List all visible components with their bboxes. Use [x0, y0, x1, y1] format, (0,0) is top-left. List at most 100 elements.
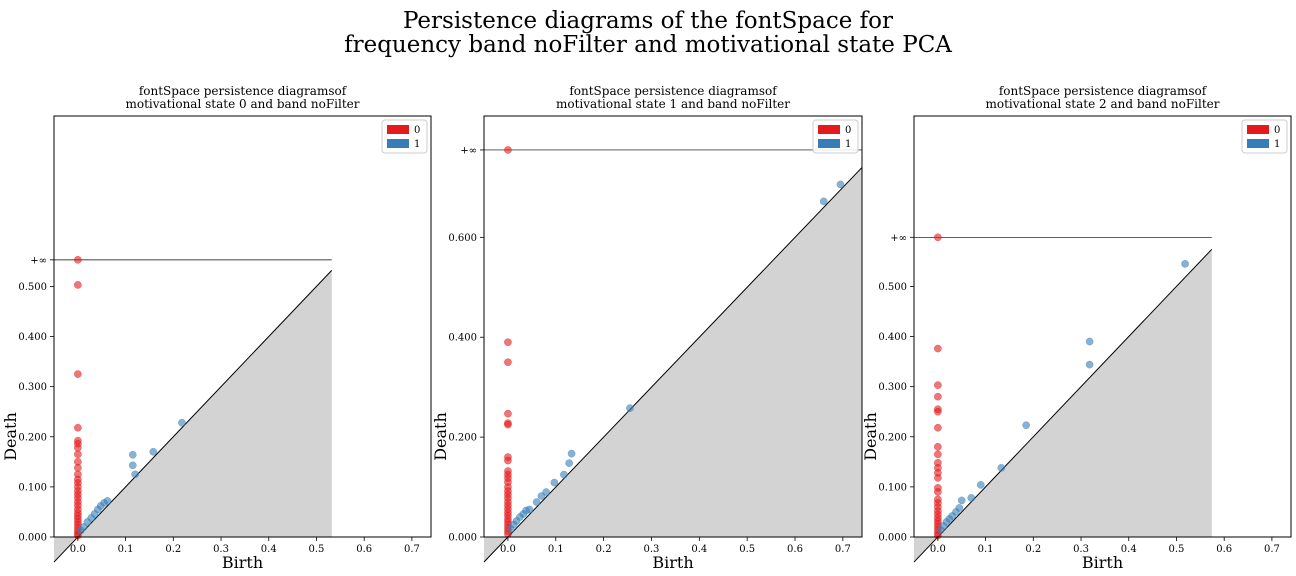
legend: 01	[381, 119, 428, 154]
point-dim1	[1085, 337, 1094, 346]
legend: 01	[812, 119, 859, 154]
infinity-tick-label: +∞	[890, 233, 907, 244]
x-axis-label: Birth	[1082, 553, 1123, 572]
y-tick-label: 0.100	[18, 482, 47, 493]
panel-title-line-2: motivational state 2 and band noFilter	[986, 97, 1220, 111]
y-tick-label: 0.400	[448, 333, 477, 344]
point-dim0	[934, 488, 942, 496]
point-dim0	[74, 370, 82, 378]
y-tick-label: 0.000	[18, 533, 47, 544]
point-dim0	[934, 344, 942, 353]
point-dim0	[74, 255, 82, 264]
point-dim1	[537, 492, 546, 500]
panel-title-line-1: fontSpace persistence diagramsof	[569, 84, 778, 98]
point-dim0	[504, 456, 512, 465]
panel-1: fontSpace persistence diagramsofmotivati…	[431, 84, 863, 572]
point-dim1	[560, 470, 568, 479]
point-dim0	[74, 450, 82, 459]
point-dim0	[504, 409, 512, 418]
diagonal-line	[483, 167, 863, 563]
panels: fontSpace persistence diagramsofmotivati…	[1, 84, 1292, 572]
panel-title-line-1: fontSpace persistence diagramsof	[999, 84, 1208, 98]
point-dim1	[1022, 421, 1030, 430]
x-tick-label: 0.3	[644, 544, 660, 555]
point-dim1	[1085, 360, 1094, 369]
point-dim1	[149, 447, 158, 456]
point-dim1	[565, 459, 574, 467]
figure-title-line-2: frequency band noFilter and motivational…	[344, 32, 952, 58]
point-dim1	[567, 449, 576, 458]
point-dim1	[550, 478, 559, 487]
y-tick-label: 0.400	[878, 332, 907, 343]
y-tick-label: 0.200	[18, 432, 47, 443]
y-tick-label: 0.000	[878, 533, 907, 544]
x-tick-label: 0.1	[118, 544, 134, 555]
point-dim0	[74, 423, 82, 432]
x-tick-label: 0.0	[70, 544, 86, 555]
y-tick-label: 0.200	[448, 433, 477, 444]
y-tick-label: 0.300	[18, 382, 47, 393]
x-tick-label: 0.7	[1264, 544, 1280, 555]
panel-title-line-2: motivational state 1 and band noFilter	[556, 97, 790, 111]
legend-swatch-1	[1247, 139, 1269, 148]
y-axis-label: Death	[1, 412, 20, 461]
y-tick-label: 0.600	[448, 233, 477, 244]
x-tick-label: 0.3	[1073, 544, 1089, 555]
point-dim1	[506, 525, 515, 533]
point-dim0	[934, 423, 942, 432]
x-tick-label: 0.1	[548, 544, 564, 555]
point-dim1	[836, 180, 845, 189]
point-dim0	[504, 358, 512, 367]
legend-swatch-0	[387, 125, 409, 134]
point-dim1	[76, 526, 85, 535]
legend-label-0: 0	[845, 125, 851, 136]
legend-swatch-0	[1247, 125, 1269, 134]
point-dim0	[74, 443, 82, 452]
point-dim1	[626, 404, 634, 413]
axes-frame	[483, 115, 863, 538]
legend-label-1: 1	[414, 139, 420, 150]
y-tick-label: 0.200	[878, 432, 907, 443]
legend-label-1: 1	[1274, 139, 1280, 150]
point-dim1	[178, 418, 186, 427]
axes-frame	[913, 115, 1292, 538]
x-tick-label: 0.2	[165, 544, 181, 555]
point-dim0	[934, 233, 942, 242]
point-dim1	[967, 494, 976, 502]
x-tick-label: 0.6	[1216, 544, 1232, 555]
point-dim1	[819, 197, 828, 206]
y-tick-label: 0.500	[878, 282, 907, 293]
point-dim0	[504, 338, 512, 347]
x-tick-label: 0.7	[835, 544, 851, 555]
point-dim0	[934, 392, 942, 401]
point-dim1	[976, 481, 985, 489]
x-tick-label: 0.4	[261, 544, 277, 555]
x-tick-label: 0.0	[500, 544, 516, 555]
x-tick-label: 0.2	[596, 544, 612, 555]
y-tick-label: 0.300	[878, 382, 907, 393]
y-tick-label: 0.000	[448, 533, 477, 544]
point-dim0	[934, 450, 942, 459]
legend-swatch-1	[818, 139, 840, 148]
legend-swatch-0	[818, 125, 840, 134]
panel-title-line-1: fontSpace persistence diagramsof	[139, 84, 348, 98]
x-tick-label: 0.5	[739, 544, 755, 555]
point-dim0	[74, 281, 82, 289]
y-tick-label: 0.500	[18, 282, 47, 293]
panel-2: fontSpace persistence diagramsofmotivati…	[861, 84, 1292, 572]
panel-0: fontSpace persistence diagramsofmotivati…	[1, 84, 432, 572]
point-dim0	[934, 407, 942, 416]
legend-swatch-1	[387, 139, 409, 148]
axes-frame	[53, 115, 432, 538]
x-tick-label: 0.5	[1169, 544, 1185, 555]
y-axis-label: Death	[861, 412, 880, 461]
point-dim0	[504, 420, 512, 429]
legend-label-0: 0	[1274, 125, 1280, 136]
point-dim0	[74, 463, 82, 472]
point-dim1	[1181, 260, 1189, 268]
point-dim1	[131, 470, 139, 479]
infinity-tick-label: +∞	[30, 255, 47, 266]
point-dim0	[504, 146, 512, 154]
point-dim1	[128, 461, 137, 470]
